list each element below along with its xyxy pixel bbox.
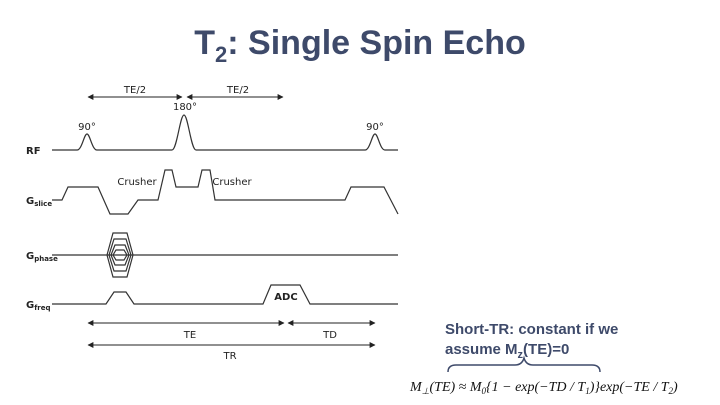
te-label: TE — [183, 330, 196, 341]
half-te-label: TE/2 — [123, 85, 146, 96]
row-label: Gslice — [26, 196, 52, 208]
pulse-label: 180° — [173, 102, 197, 113]
text-part: {1 − exp(−TD / T — [486, 380, 586, 395]
text-part: freq — [34, 304, 50, 312]
row-label: Gfreq — [26, 300, 50, 312]
text-part: : Single Spin Echo — [227, 24, 525, 62]
brace — [447, 355, 601, 373]
text-part: ) — [672, 380, 678, 395]
text-part: G — [26, 251, 34, 262]
text-part: (TE)=0 — [523, 341, 569, 358]
text-part: 0 — [482, 386, 487, 396]
text-part: )}exp(−TE / T — [589, 380, 670, 395]
slide-title: T2: Single Spin Echo — [194, 24, 526, 67]
text-part: T — [194, 24, 215, 62]
half-te-label: TE/2 — [226, 85, 249, 96]
text-part: 2 — [669, 386, 674, 396]
td-label: TD — [322, 330, 337, 341]
text-part: G — [26, 300, 34, 311]
annotation: assume Mz(TE)=0 — [445, 341, 569, 361]
tr-label: TR — [222, 351, 236, 362]
crusher-label: Crusher — [212, 177, 252, 188]
rf-trace — [52, 114, 398, 151]
freq-trace — [52, 284, 398, 305]
slice-trace — [52, 169, 399, 215]
text-part: assume M — [445, 341, 518, 358]
text-part: (TE) ≈ M — [430, 380, 483, 395]
text-part: phase — [34, 255, 58, 263]
formula: M⊥(TE) ≈ M0{1 − exp(−TD / T1)}exp(−TE / … — [409, 380, 678, 396]
row-label: Gphase — [26, 251, 58, 263]
phase-trace — [52, 232, 398, 278]
text-part: M — [409, 380, 423, 395]
text-part: ⊥ — [422, 386, 430, 396]
text-part: z — [518, 349, 524, 361]
crusher-label: Crusher — [117, 177, 157, 188]
annotation: Short-TR: constant if we — [445, 321, 618, 338]
text-part: 1 — [585, 386, 590, 396]
pulse-label: 90° — [78, 122, 96, 133]
text-part: G — [26, 196, 34, 207]
adc-label: ADC — [274, 292, 297, 303]
timing-arrows — [87, 94, 376, 348]
pulse-label: 90° — [366, 122, 384, 133]
row-label: RF — [26, 146, 41, 157]
text-part: 2 — [215, 42, 227, 67]
text-part: slice — [34, 200, 52, 208]
